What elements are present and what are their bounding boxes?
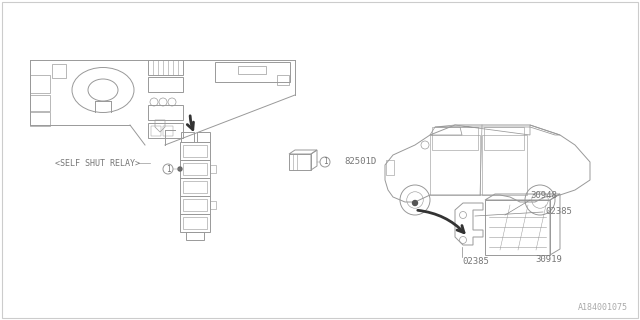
Bar [180, 178, 210, 196]
Bar [180, 160, 210, 178]
Bar [180, 132, 193, 142]
Bar [183, 217, 207, 229]
Bar [482, 135, 527, 195]
Bar [148, 77, 183, 92]
Bar [30, 95, 50, 111]
Text: 02385: 02385 [545, 207, 572, 217]
Text: 82501D: 82501D [344, 157, 376, 166]
Bar [30, 112, 50, 126]
Bar [277, 75, 289, 85]
Text: 1: 1 [166, 164, 170, 173]
Bar [151, 126, 161, 136]
Bar [148, 105, 183, 120]
Text: 1: 1 [323, 157, 327, 166]
Bar [148, 60, 183, 75]
Text: 30919: 30919 [535, 255, 562, 265]
Bar [196, 132, 209, 142]
Circle shape [320, 157, 330, 167]
Bar [180, 142, 210, 160]
Text: 02385: 02385 [462, 258, 489, 267]
Bar [186, 232, 204, 240]
Circle shape [163, 164, 173, 174]
Bar [180, 196, 210, 214]
Bar [30, 75, 50, 93]
Bar [485, 200, 550, 255]
Text: <SELF SHUT RELAY>: <SELF SHUT RELAY> [55, 158, 140, 167]
Bar [148, 123, 183, 138]
Bar [163, 126, 173, 136]
Bar [52, 64, 66, 78]
Bar [430, 135, 480, 195]
Bar [183, 145, 207, 157]
Bar [183, 163, 207, 175]
Bar [215, 62, 290, 82]
Bar [386, 160, 394, 175]
Circle shape [413, 201, 417, 205]
Bar [484, 127, 524, 150]
Bar [183, 181, 207, 193]
Bar [180, 214, 210, 232]
Bar [289, 154, 311, 170]
Text: A184001075: A184001075 [578, 303, 628, 312]
Bar [238, 66, 266, 74]
Bar [210, 165, 216, 172]
Text: 30948: 30948 [530, 191, 557, 200]
Bar [432, 127, 478, 150]
Circle shape [178, 167, 182, 171]
Bar [210, 201, 216, 209]
Bar [183, 199, 207, 211]
